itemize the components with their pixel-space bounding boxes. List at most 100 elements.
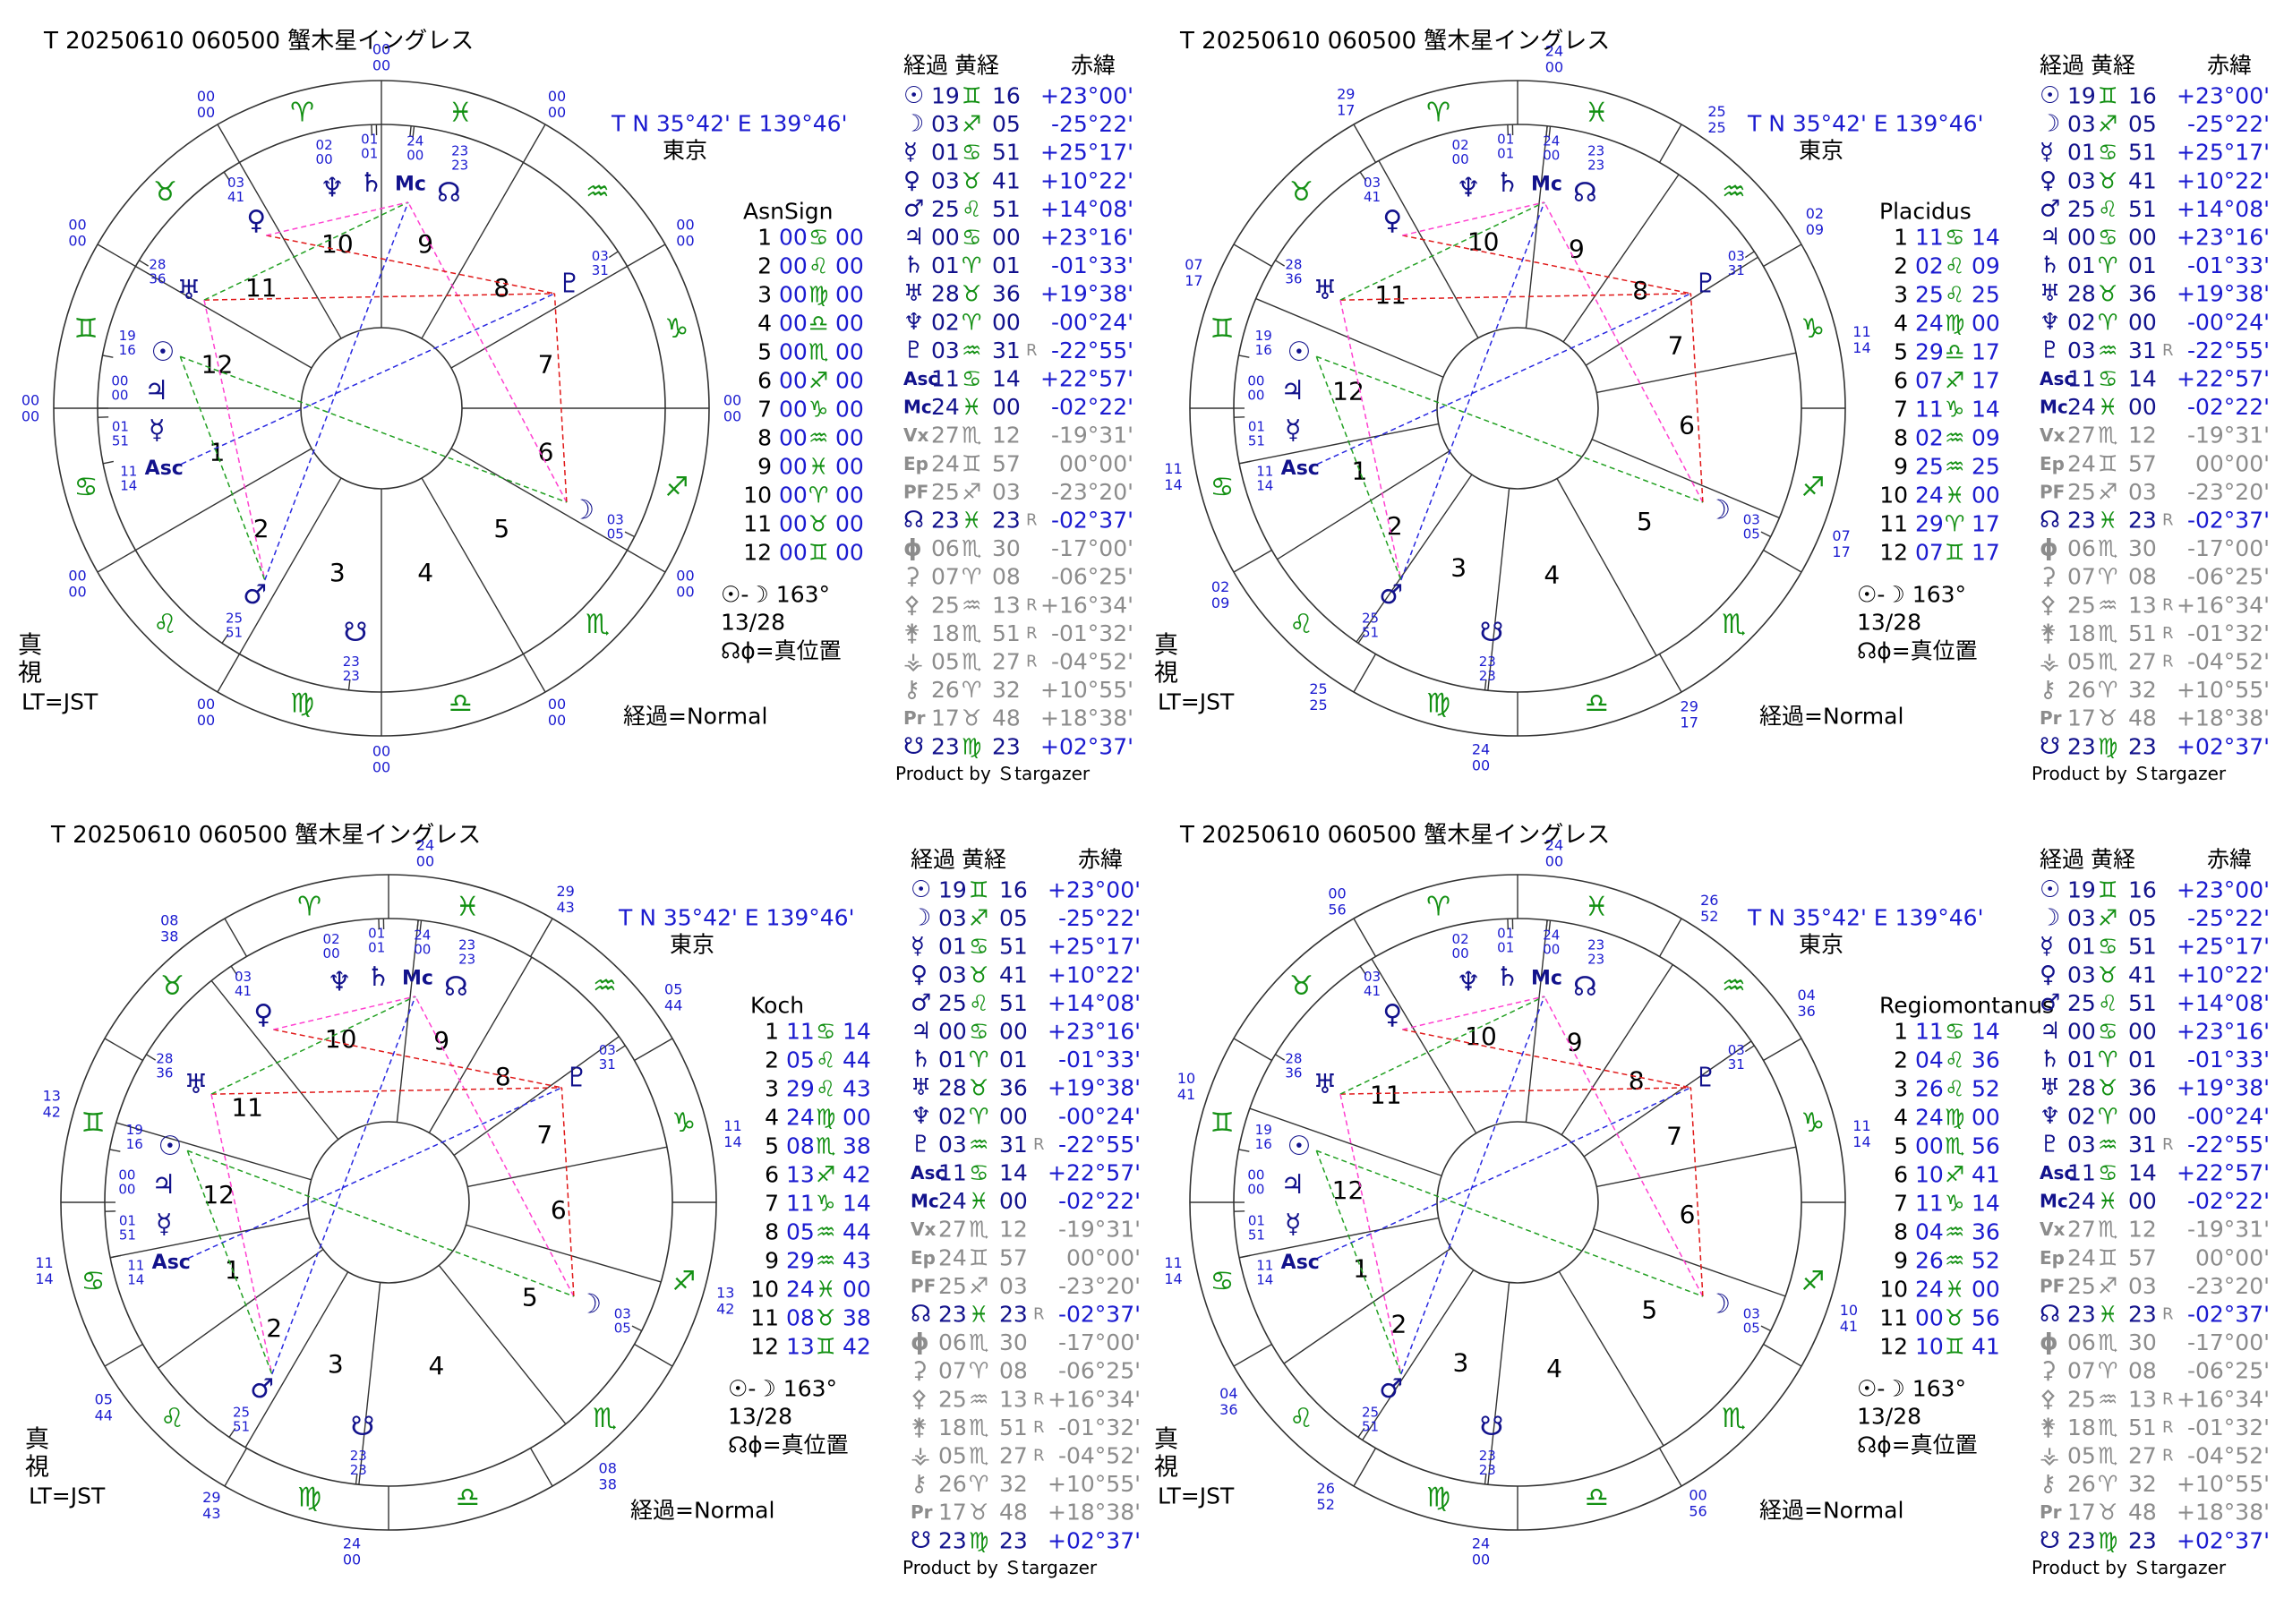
planet-minute: 41 (1364, 189, 1381, 205)
house-number: 5 (522, 1282, 538, 1312)
row-minute: 23 (992, 508, 1021, 534)
row-sign: ♊ (969, 877, 988, 903)
row-sign: ♏ (969, 1329, 988, 1355)
sign-divider (1658, 1448, 1682, 1487)
house-number: 10 (325, 1024, 357, 1054)
transit-mode: 経過=Normal (1759, 1498, 1903, 1524)
row-declination: +18°38' (1040, 705, 1133, 731)
cusp-minute: 52 (1700, 908, 1718, 925)
house-number: 1 (1352, 457, 1368, 486)
planet-degree: 25 (226, 610, 243, 626)
aspect-note: ☉-☽ 163° (721, 582, 830, 608)
cusp-degree: 13 (716, 1285, 734, 1302)
house-list-degree: 26 (1915, 1248, 1944, 1274)
row-degree: 06 (931, 535, 960, 561)
house-list-minute: 41 (1972, 1162, 2000, 1188)
house-number: 2 (1387, 511, 1403, 541)
row-sign: ♈ (962, 252, 981, 278)
sign-divider (1353, 124, 1377, 163)
house-cusp (358, 1282, 381, 1485)
zodiac-glyph: ♒ (1722, 970, 1746, 1002)
sign-divider (1353, 918, 1377, 957)
row-retrograde: R (1026, 511, 1038, 530)
sign-divider (634, 1343, 673, 1367)
cusp-minute: 42 (716, 1301, 734, 1318)
house-list-degree: 24 (786, 1105, 815, 1131)
row-sign: ♌ (962, 196, 981, 222)
true-label: 真 (1154, 632, 1178, 660)
row-degree: 24 (2067, 1188, 2096, 1214)
aspect-line (407, 201, 568, 503)
row-declination: -19°31' (1051, 423, 1133, 449)
row-symbol: ⚷ (2040, 677, 2057, 704)
aspect-line (1339, 1093, 1402, 1375)
house-list-minute: 00 (835, 454, 864, 480)
row-sign: ♓ (962, 394, 981, 420)
cusp-degree: 26 (1700, 892, 1718, 909)
house-list-minute: 42 (843, 1334, 871, 1360)
row-retrograde: R (1026, 653, 1038, 671)
aspect-line (266, 201, 409, 236)
chart-panel: T 20250610 060500 蟹木星イングレス T N 35°42' E 1… (1154, 822, 2270, 1578)
row-sign: ♏ (2098, 535, 2117, 561)
house-list-sign: ♒ (1945, 454, 1964, 480)
sign-divider (1353, 1448, 1377, 1487)
house-cusp (450, 265, 628, 369)
row-declination: +10°55' (1040, 677, 1133, 703)
aspect-line (1316, 355, 1704, 503)
house-number: 5 (1641, 1295, 1657, 1325)
row-sign: ♋ (969, 934, 988, 960)
row-degree: 03 (931, 167, 960, 193)
house-list-sign: ♌ (1945, 282, 1964, 308)
house-list-degree: 10 (1915, 1162, 1944, 1188)
row-declination: -06°25' (2187, 1358, 2270, 1384)
planet-glyph: ♇ (565, 1062, 589, 1093)
row-retrograde: R (1026, 624, 1038, 643)
row-minute: 12 (2128, 423, 2157, 449)
row-sign: ♒ (962, 592, 981, 618)
planet-minute: 31 (599, 1056, 616, 1073)
row-degree: 05 (2067, 649, 2096, 675)
planet-minute: 00 (414, 941, 431, 957)
planet-glyph: ☿ (1285, 1209, 1301, 1240)
row-sign: ♒ (2098, 338, 2117, 363)
house-cusp (158, 1248, 324, 1369)
credit: Product by Ｓtargazer (2032, 763, 2227, 784)
row-sign: ♈ (2098, 1103, 2117, 1129)
row-sign: ♏ (2098, 620, 2117, 646)
row-symbol: ☽ (911, 905, 931, 932)
house-list-degree: 00 (779, 225, 808, 251)
row-symbol: ♅ (2040, 1074, 2060, 1101)
house-list-minute: 00 (1972, 483, 2000, 509)
planet-glyph: ♇ (558, 268, 582, 299)
zodiac-glyph: ♓ (449, 98, 473, 129)
row-minute: 41 (2128, 962, 2157, 987)
table-header: 黄経 (954, 53, 999, 79)
row-sign: ♐ (962, 479, 981, 505)
house-list-sign: ♊ (816, 1334, 835, 1360)
house-list-number: 1 (1894, 225, 1908, 251)
time-zone: LT=JST (21, 689, 98, 715)
cusp-degree: 08 (160, 911, 178, 928)
row-degree: 26 (938, 1471, 967, 1497)
row-degree: 23 (938, 1527, 967, 1553)
planet-glyph: ♆ (328, 967, 352, 998)
aspect-line (1400, 201, 1545, 581)
planet-glyph: Asc (152, 1252, 191, 1274)
zodiac-glyph: ♓ (1585, 98, 1609, 129)
row-declination: +19°38' (1048, 1075, 1141, 1101)
aspect-line (1339, 293, 1691, 301)
row-degree: 17 (2067, 705, 2096, 731)
aspect-note: ☉-☽ 163° (1857, 582, 1966, 608)
planet-glyph: ♂ (243, 579, 267, 611)
row-minute: 51 (999, 990, 1028, 1016)
row-symbol: ⚵ (2040, 1414, 2057, 1440)
cusp-minute: 14 (1852, 1133, 1870, 1150)
house-cusp (1591, 439, 1780, 519)
row-minute: 00 (999, 1019, 1028, 1045)
planet-minute: 36 (156, 1064, 173, 1081)
planet-glyph: ♄ (1495, 167, 1519, 199)
house-list-sign: ♒ (1945, 425, 1964, 451)
aspect-line (1400, 996, 1545, 1375)
